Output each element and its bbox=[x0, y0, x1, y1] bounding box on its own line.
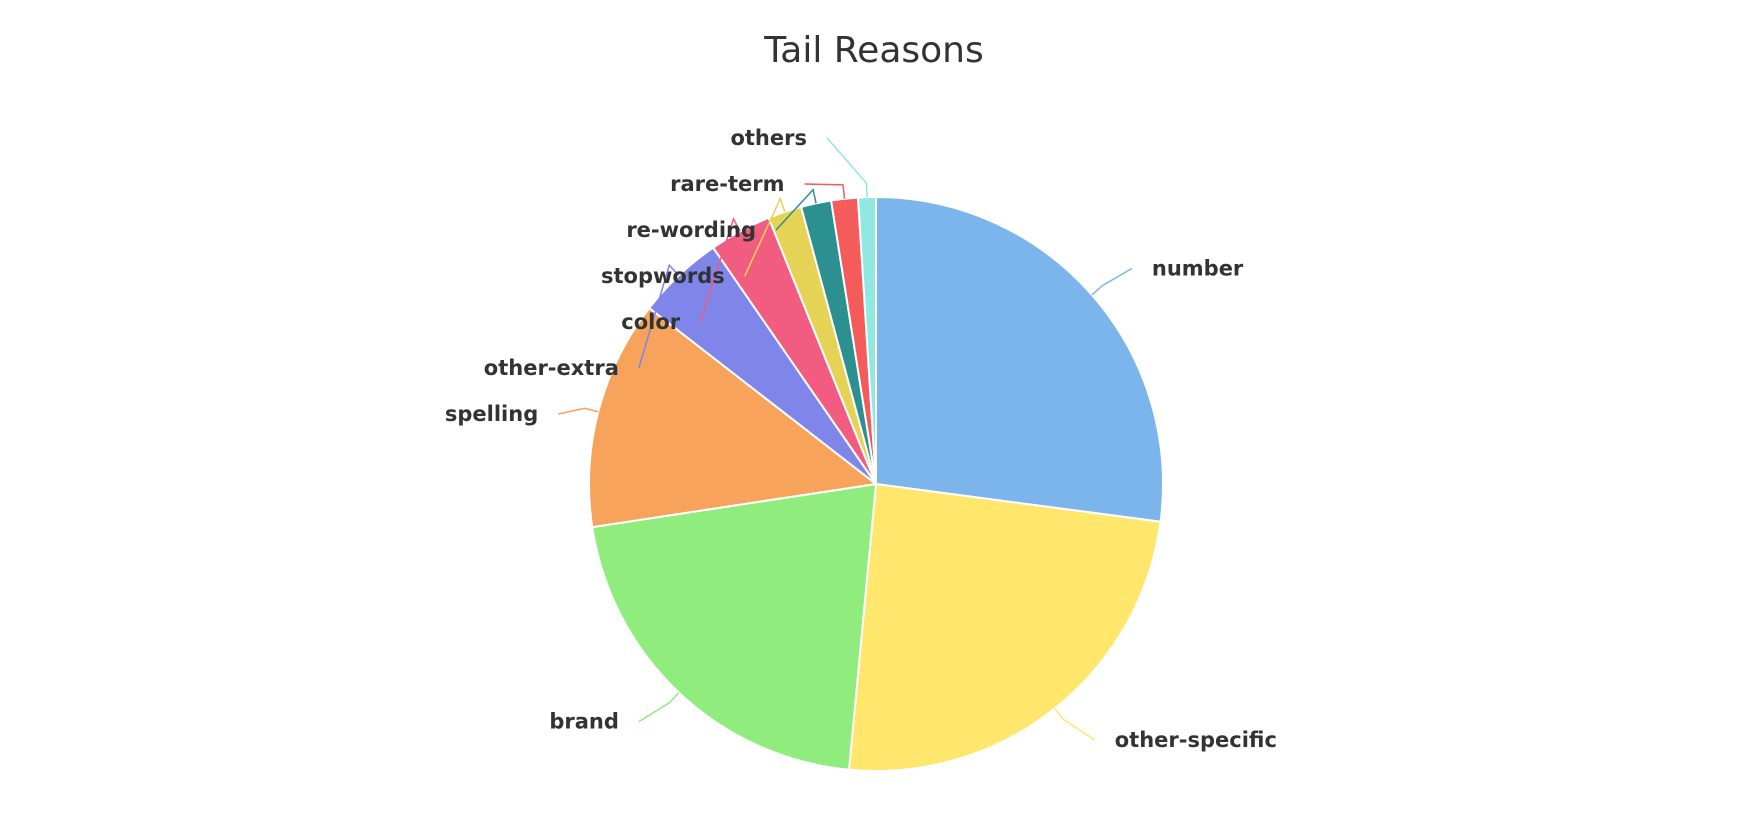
connector-others bbox=[826, 137, 868, 198]
connector-color bbox=[699, 216, 741, 323]
connector-spelling bbox=[558, 407, 599, 415]
pie-slice-spelling[interactable] bbox=[588, 307, 877, 529]
connector-stopwords bbox=[744, 196, 786, 277]
pie-slice-brand[interactable] bbox=[591, 483, 877, 771]
slice-labels: number other-specific brand spelling other-e… bbox=[445, 126, 1277, 752]
connector-other-extra bbox=[638, 263, 680, 369]
connector-other-specific bbox=[1054, 708, 1096, 741]
pie-slices bbox=[588, 196, 1164, 773]
chart-title: Tail Reasons bbox=[764, 30, 984, 71]
slice-label-number: number bbox=[1152, 257, 1244, 281]
connector-number bbox=[1091, 267, 1133, 296]
slice-label-rare-term: rare-term bbox=[670, 172, 784, 196]
slice-label-color: color bbox=[621, 310, 681, 334]
connector-brand bbox=[638, 692, 680, 723]
connector-rare-term bbox=[804, 183, 846, 199]
pie-slice-others[interactable] bbox=[856, 196, 877, 485]
slice-label-other-specific: other-specific bbox=[1115, 728, 1277, 752]
slice-label-other-extra: other-extra bbox=[484, 356, 619, 380]
slice-label-re-wording: re-wording bbox=[626, 218, 756, 242]
slice-label-others: others bbox=[730, 126, 807, 150]
label-connectors bbox=[558, 137, 1133, 741]
slice-label-brand: brand bbox=[549, 710, 619, 734]
connector-re-wording bbox=[775, 188, 817, 231]
pie-slice-number[interactable] bbox=[875, 196, 1164, 523]
slice-label-stopwords: stopwords bbox=[601, 264, 725, 288]
slice-label-spelling: spelling bbox=[445, 402, 538, 426]
